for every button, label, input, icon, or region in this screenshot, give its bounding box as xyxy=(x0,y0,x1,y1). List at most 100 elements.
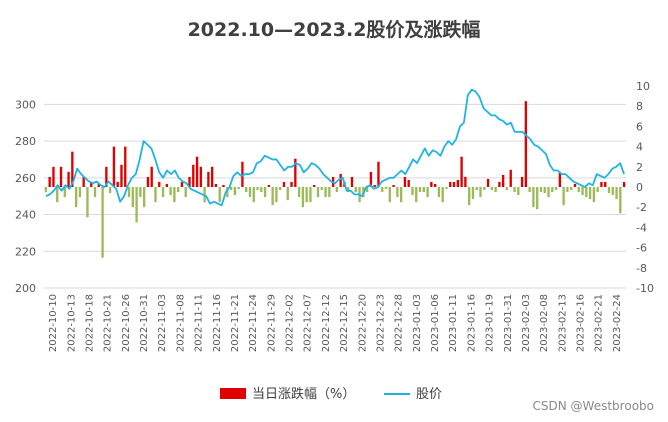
daily-change-bar xyxy=(59,166,63,187)
daily-change-bar xyxy=(176,187,180,193)
daily-change-bar xyxy=(135,187,138,223)
daily-change-bar xyxy=(592,187,596,203)
x-tick-label: 2023-01-31 xyxy=(503,294,514,352)
x-tick-label: 2023-01-19 xyxy=(485,294,496,352)
daily-change-bar xyxy=(101,187,104,258)
left-tick-label: 200 xyxy=(15,282,36,295)
x-tick-label: 2022-11-11 xyxy=(194,294,205,352)
daily-change-bar xyxy=(543,187,546,194)
daily-change-bar xyxy=(218,187,221,203)
daily-change-bar xyxy=(214,183,218,187)
daily-change-bar xyxy=(483,187,486,191)
daily-change-bar xyxy=(169,187,172,196)
daily-change-bar xyxy=(324,187,327,198)
daily-change-bar xyxy=(301,187,305,208)
right-tick-label: 0 xyxy=(636,181,643,194)
daily-change-bar xyxy=(124,146,127,187)
daily-change-bar xyxy=(365,187,369,193)
daily-change-bar xyxy=(44,187,48,193)
x-tick-label: 2022-12-07 xyxy=(303,294,314,352)
daily-change-bar xyxy=(199,166,203,187)
daily-change-bar xyxy=(456,179,459,187)
left-tick-label: 280 xyxy=(15,135,36,148)
daily-change-bar xyxy=(369,171,373,187)
daily-change-bar xyxy=(63,187,66,198)
daily-change-bar xyxy=(108,187,112,194)
daily-change-bar xyxy=(418,187,422,193)
x-tick-label: 2023-01-16 xyxy=(466,294,477,352)
daily-change-bar xyxy=(211,166,214,187)
daily-change-bar xyxy=(449,181,452,187)
right-tick-label: 6 xyxy=(636,120,643,133)
daily-change-bar xyxy=(615,187,618,200)
daily-change-bar xyxy=(74,187,78,208)
daily-change-bar xyxy=(245,187,248,193)
x-tick-label: 2022-12-12 xyxy=(321,294,332,352)
daily-change-bar xyxy=(260,187,263,193)
daily-change-bar xyxy=(524,101,528,187)
daily-change-bar xyxy=(600,181,603,187)
daily-change-bar xyxy=(195,156,199,187)
daily-change-bar xyxy=(547,187,550,198)
x-tick-label: 2023-02-24 xyxy=(612,294,623,352)
x-tick-label: 2022-10-13 xyxy=(66,294,77,352)
x-tick-label: 2022-12-28 xyxy=(394,294,405,352)
right-tick-label: -8 xyxy=(636,262,647,275)
price-line-layer xyxy=(45,88,625,207)
left-tick-label: 300 xyxy=(15,98,36,111)
x-axis-tick-labels: 2022-10-10 2022-10-13 2022-10-18 2022-10-21… xyxy=(48,294,623,352)
daily-change-bar xyxy=(112,146,116,187)
daily-change-bar xyxy=(399,187,403,203)
x-tick-label: 2023-01-03 xyxy=(412,294,423,352)
daily-change-bar xyxy=(105,166,108,187)
daily-change-bar xyxy=(233,187,237,196)
daily-change-bar xyxy=(517,187,520,196)
daily-change-bar xyxy=(350,176,354,187)
daily-change-bar xyxy=(471,187,475,200)
right-tick-label: -10 xyxy=(636,282,654,295)
daily-change-bar xyxy=(313,184,316,187)
daily-change-bar xyxy=(396,187,399,198)
x-tick-label: 2023-02-08 xyxy=(539,294,550,352)
daily-change-bar xyxy=(180,181,184,187)
daily-change-bar xyxy=(241,161,244,187)
left-tick-label: 240 xyxy=(15,209,36,222)
daily-change-bar xyxy=(381,187,384,193)
daily-change-bar xyxy=(78,187,82,198)
daily-change-bar xyxy=(611,187,614,196)
x-tick-label: 2022-12-20 xyxy=(357,294,368,352)
daily-change-bar xyxy=(433,183,437,187)
daily-change-bar xyxy=(97,183,100,187)
right-tick-label: 10 xyxy=(636,80,650,93)
daily-change-bar xyxy=(305,187,308,203)
daily-change-bar xyxy=(146,176,150,187)
daily-change-bar xyxy=(222,184,225,187)
daily-change-bar xyxy=(188,176,191,187)
daily-change-bar xyxy=(622,181,626,187)
right-tick-label: 2 xyxy=(636,161,643,174)
daily-change-bar xyxy=(475,187,478,191)
x-tick-label: 2023-02-13 xyxy=(557,294,568,352)
daily-change-bar xyxy=(551,187,554,193)
daily-change-bar xyxy=(290,181,293,187)
daily-change-bar xyxy=(528,187,531,193)
daily-change-bar xyxy=(354,187,357,193)
daily-change-bar xyxy=(339,173,342,187)
daily-change-bar xyxy=(415,187,418,203)
daily-change-bar xyxy=(585,187,588,198)
daily-change-bar xyxy=(229,187,233,191)
x-tick-label: 2022-11-29 xyxy=(266,294,277,352)
legend-label-daily-change: 当日涨跌幅（%） xyxy=(252,386,355,402)
daily-change-bar xyxy=(256,187,259,191)
daily-change-bar xyxy=(505,187,509,191)
daily-change-bar xyxy=(127,187,131,198)
daily-change-bar xyxy=(558,171,562,187)
daily-change-bar xyxy=(286,187,289,201)
daily-change-bar xyxy=(82,176,85,187)
daily-change-bar xyxy=(384,187,388,190)
daily-change-bar xyxy=(430,181,433,187)
daily-change-bar xyxy=(411,187,414,196)
daily-change-bar xyxy=(494,187,497,193)
daily-change-bar xyxy=(347,187,350,193)
